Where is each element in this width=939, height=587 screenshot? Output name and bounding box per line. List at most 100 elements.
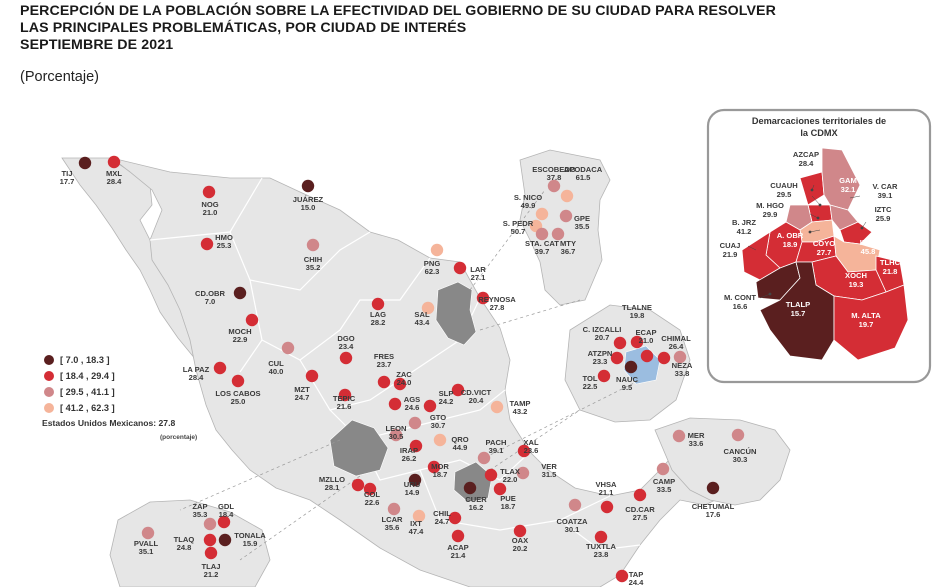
city-name-la-paz: LA PAZ: [183, 365, 210, 374]
city-marker-lcar: [387, 502, 401, 516]
city-value-mty: 36.7: [561, 247, 576, 256]
cdmx-value-gam: 32.1: [841, 185, 857, 194]
title-line-3: SEPTIEMBRE DE 2021: [20, 37, 174, 53]
city-marker-tlalne: [630, 335, 644, 349]
map-subtitle: (Porcentaje): [20, 69, 99, 85]
city-marker-nog: [202, 185, 216, 199]
city-value-col: 22.6: [365, 498, 380, 507]
city-name-lag: LAG: [370, 310, 386, 319]
city-marker-cancun: [731, 428, 745, 442]
city-name-tlax: TLAX: [500, 467, 520, 476]
city-marker-chetumal: [706, 481, 720, 495]
monterrey-metro-shape: [435, 281, 477, 346]
city-value-reynosa: 27.8: [490, 303, 505, 312]
city-marker-mor: [427, 460, 441, 474]
cdmx-value-iztp: 45.8: [861, 247, 876, 256]
cdmx-name-iztc: IZTC: [875, 205, 892, 214]
cdmx-value-xoch: 19.3: [849, 280, 864, 289]
city-name-acap: ACAP: [447, 543, 469, 552]
city-value-nog: 21.0: [203, 208, 218, 217]
land-shapes: [61, 149, 791, 587]
city-name-uru: URU: [404, 480, 421, 489]
city-name-qro: QRO: [451, 435, 468, 444]
city-name-neza: NEZA: [672, 361, 693, 370]
city-value-irap: 26.2: [402, 454, 417, 463]
city-name-mor: MOR: [431, 462, 449, 471]
city-marker-mzllo: [351, 478, 365, 492]
city-name-moch: MOCH: [228, 327, 251, 336]
city-marker-tamp: [490, 400, 504, 414]
city-name-escobedo: ESCOBEDO: [532, 165, 576, 174]
city-marker-tepic: [338, 388, 352, 402]
city-marker-ags: [388, 397, 402, 411]
cdmx-name-m-hgo: M. HGO: [756, 201, 784, 210]
city-name-mzllo: MZLLO: [319, 475, 345, 484]
cdmx-value-m-alta: 19.7: [859, 320, 874, 329]
city-value-slp: 24.2: [439, 397, 454, 406]
monterrey-inset-shape: [519, 149, 611, 306]
city-value-mer: 33.6: [689, 439, 704, 448]
city-value-sta-cat: 39.7: [535, 247, 550, 256]
city-value-qro: 44.9: [453, 443, 468, 452]
city-name-juarez: JUÁREZ: [293, 195, 324, 204]
cdmx-value-v-car: 39.1: [878, 191, 894, 200]
city-value-camp: 33.5: [657, 485, 673, 494]
cdmx-name-tlalp: TLALP: [786, 300, 810, 309]
city-value-ixt: 47.4: [409, 527, 425, 536]
city-name-fres: FRES: [374, 352, 394, 361]
city-name-coatza: COATZA: [556, 517, 588, 526]
city-name-atzpn: ATZPN: [588, 349, 613, 358]
city-name-hmo: HMO: [215, 233, 233, 242]
cdmx-name-xoch: XOCH: [845, 271, 867, 280]
city-name-ver: VER: [541, 462, 557, 471]
city-name-col: COL: [364, 490, 380, 499]
cdmx-value-m-cont: 16.6: [733, 302, 748, 311]
city-name-mxl: MXL: [106, 169, 122, 178]
city-value-cd-car: 27.5: [633, 513, 649, 522]
city-value-apodaca: 61.5: [576, 173, 592, 182]
city-labels: TIJ17.7MXL28.4NOG21.0JUÁREZ15.0HMO25.3CH…: [60, 165, 757, 587]
city-value-nauc: 9.5: [622, 383, 633, 392]
cdmx-name-cuaj: CUAJ: [720, 241, 741, 250]
cdmx-value-iztc: 25.9: [876, 214, 891, 223]
cdmx-inset-title-2: la CDMX: [800, 128, 838, 138]
legend-label-4: [ 41.2 , 62.3 ]: [60, 403, 115, 413]
city-marker-chimal: [657, 351, 671, 365]
legend-dot-2: [44, 371, 54, 381]
cdmx-name-gam: GAM: [839, 176, 857, 185]
city-name-ags: AGS: [404, 395, 420, 404]
city-marker-tuxtla: [594, 530, 608, 544]
city-name-chetumal: CHETUMAL: [692, 502, 735, 511]
city-name-cul: CUL: [268, 359, 284, 368]
city-name-pue: PUE: [500, 494, 516, 503]
city-value-tap: 24.4: [629, 578, 645, 587]
city-marker-gdl: [217, 515, 231, 529]
city-name-s-nico: S. NICO: [514, 193, 542, 202]
city-marker-col: [363, 482, 377, 496]
city-value-ags: 24.6: [405, 403, 420, 412]
city-marker-reynosa: [476, 291, 490, 305]
city-value-dgo: 23.4: [339, 342, 355, 351]
city-name-mer: MER: [688, 431, 705, 440]
city-name-los-cabos: LOS CABOS: [215, 389, 260, 398]
city-value-mor: 18.7: [433, 470, 448, 479]
city-value-tij: 17.7: [60, 177, 75, 186]
city-marker-apodaca: [560, 189, 574, 203]
city-marker-zac: [393, 377, 407, 391]
city-value-tlax: 22.0: [503, 475, 518, 484]
city-marker-sta-cat: [535, 227, 549, 241]
city-name-tlalne: TLALNE: [622, 303, 652, 312]
city-marker-neza: [673, 350, 687, 364]
cdmx-name-b-jrz: B. JRZ: [732, 218, 756, 227]
city-value-los-cabos: 25.0: [231, 397, 246, 406]
city-marker-mzt: [305, 369, 319, 383]
city-value-cuer: 16.2: [469, 503, 484, 512]
city-marker-sal: [421, 301, 435, 315]
cdmx-value-b-jrz: 41.2: [737, 227, 752, 236]
city-name-apodaca: APODACA: [564, 165, 603, 174]
city-marker-los-cabos: [231, 374, 245, 388]
city-marker-mty: [551, 227, 565, 241]
guadalajara-metro-shape: [329, 419, 389, 477]
city-name-ecap: ECAP: [635, 328, 656, 337]
